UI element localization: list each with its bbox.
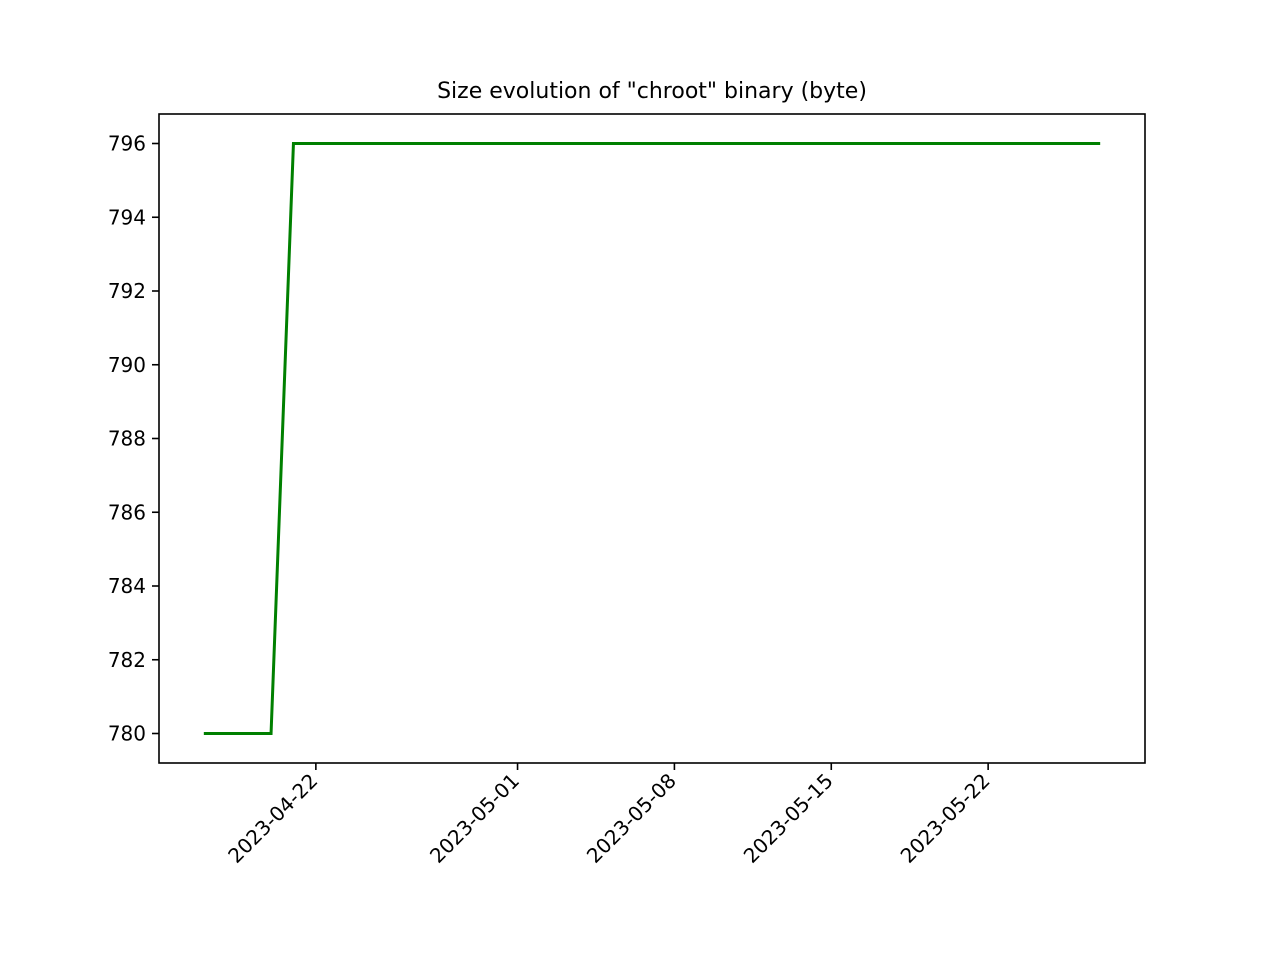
y-tick-label: 780 [108, 722, 146, 746]
chart-title: Size evolution of "chroot" binary (byte) [437, 79, 867, 104]
y-tick-label: 784 [108, 574, 146, 598]
y-tick-label: 796 [108, 132, 146, 156]
y-tick-label: 788 [108, 427, 146, 451]
y-tick-label: 794 [108, 205, 146, 229]
y-tick-label: 792 [108, 279, 146, 303]
y-tick-label: 790 [108, 353, 146, 377]
series-line-0 [203, 142, 1101, 735]
y-tick-label: 786 [108, 500, 146, 524]
y-tick-label: 782 [108, 648, 146, 672]
